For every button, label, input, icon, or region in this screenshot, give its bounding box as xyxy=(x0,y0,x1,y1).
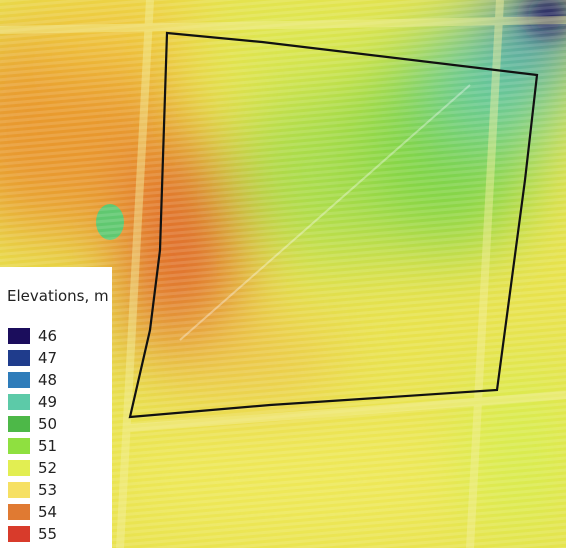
legend-item: 51 xyxy=(8,437,57,455)
legend-title: Elevations, m xyxy=(7,287,109,305)
legend-label: 47 xyxy=(38,349,58,367)
legend-label: 51 xyxy=(38,437,58,455)
legend-label: 48 xyxy=(38,371,58,389)
legend-item: 55 xyxy=(8,525,57,543)
legend-swatch xyxy=(8,438,30,454)
legend-swatch xyxy=(8,482,30,498)
legend-label: 54 xyxy=(38,503,58,521)
legend-swatch xyxy=(8,460,30,476)
field-boundary xyxy=(128,31,539,419)
legend-label: 50 xyxy=(38,415,58,433)
legend-item: 54 xyxy=(8,503,57,521)
legend-item: 52 xyxy=(8,459,57,477)
legend: Elevations, m 46 47 48 49 50 51 52 53 54 55 xyxy=(0,267,112,548)
legend-label: 49 xyxy=(38,393,58,411)
legend-item: 48 xyxy=(8,371,57,389)
legend-label: 46 xyxy=(38,327,58,345)
legend-label: 55 xyxy=(38,525,58,543)
legend-swatch xyxy=(8,416,30,432)
legend-label: 52 xyxy=(38,459,58,477)
legend-swatch xyxy=(8,372,30,388)
legend-label: 53 xyxy=(38,481,58,499)
legend-item: 47 xyxy=(8,349,57,367)
legend-swatch xyxy=(8,328,30,344)
legend-item: 46 xyxy=(8,327,57,345)
legend-item: 49 xyxy=(8,393,57,411)
legend-swatch xyxy=(8,350,30,366)
legend-swatch xyxy=(8,504,30,520)
legend-swatch xyxy=(8,394,30,410)
legend-item: 53 xyxy=(8,481,57,499)
legend-item: 50 xyxy=(8,415,57,433)
legend-swatch xyxy=(8,526,30,542)
